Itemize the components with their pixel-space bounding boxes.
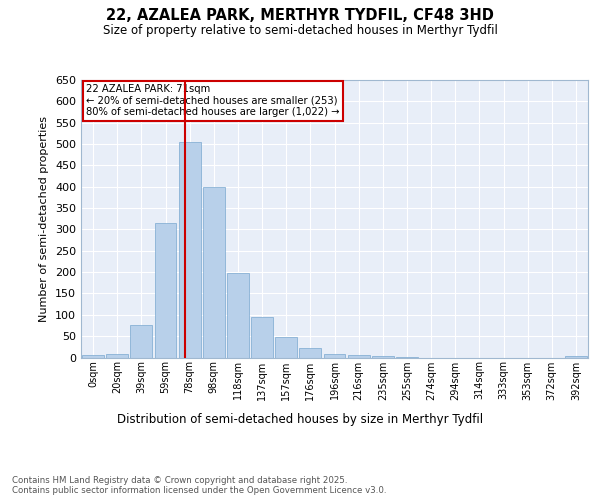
Bar	[251, 316, 273, 358]
Bar	[565, 356, 587, 358]
Text: Distribution of semi-detached houses by size in Merthyr Tydfil: Distribution of semi-detached houses by …	[117, 412, 483, 426]
Bar	[179, 142, 200, 358]
Bar	[299, 348, 321, 358]
Text: 22 AZALEA PARK: 71sqm
← 20% of semi-detached houses are smaller (253)
80% of sem: 22 AZALEA PARK: 71sqm ← 20% of semi-deta…	[86, 84, 340, 117]
Bar	[82, 356, 104, 358]
Bar	[372, 356, 394, 358]
Bar	[155, 223, 176, 358]
Bar	[348, 356, 370, 358]
Text: 22, AZALEA PARK, MERTHYR TYDFIL, CF48 3HD: 22, AZALEA PARK, MERTHYR TYDFIL, CF48 3H…	[106, 8, 494, 22]
Text: Size of property relative to semi-detached houses in Merthyr Tydfil: Size of property relative to semi-detach…	[103, 24, 497, 37]
Bar	[106, 354, 128, 358]
Text: Contains HM Land Registry data © Crown copyright and database right 2025.
Contai: Contains HM Land Registry data © Crown c…	[12, 476, 386, 495]
Bar	[130, 326, 152, 358]
Bar	[203, 186, 224, 358]
Y-axis label: Number of semi-detached properties: Number of semi-detached properties	[40, 116, 49, 322]
Bar	[227, 274, 249, 357]
Bar	[323, 354, 346, 358]
Bar	[275, 337, 297, 357]
